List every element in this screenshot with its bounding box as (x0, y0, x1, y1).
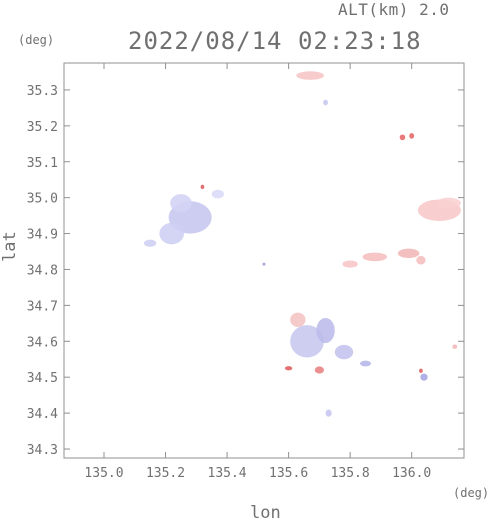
altitude-label: ALT(km) 2.0 (338, 0, 450, 19)
y-tick-label: 35.2 (27, 120, 58, 135)
y-tick-label: 34.3 (27, 443, 58, 458)
echo-blob (342, 260, 358, 268)
echo-blob (399, 134, 406, 141)
echo-blob (334, 344, 354, 360)
echo-blob (360, 360, 372, 367)
y-tick-label: 34.8 (27, 263, 58, 278)
echo-blob (211, 189, 225, 199)
y-tick-label: 34.9 (27, 228, 58, 243)
echo-blob (409, 133, 415, 139)
echo-blob (397, 248, 420, 258)
echo-blob (419, 368, 423, 373)
echo-layer (144, 71, 461, 417)
echo-blob (200, 184, 205, 190)
echo-blob (284, 366, 293, 371)
echo-blob (262, 262, 266, 266)
y-tick-label: 35.0 (27, 192, 58, 207)
echo-blob (159, 222, 184, 245)
echo-blob (420, 373, 428, 381)
y-tick-label: 35.1 (27, 156, 58, 171)
echo-blob (290, 325, 325, 358)
echo-blob (144, 239, 157, 247)
x-ticks: 135.0 135.2 135.4 135.6 135.8 136.0 (84, 63, 431, 481)
echo-blob (325, 409, 332, 417)
echo-blob (170, 194, 192, 213)
y-unit-label: (deg) (18, 33, 55, 47)
x-tick-label: 135.2 (146, 466, 185, 481)
y-tick-label: 34.4 (27, 407, 58, 422)
echo-blob (452, 344, 458, 349)
y-ticks: 34.3 34.4 34.5 34.6 34.7 34.8 34.9 35.0 35.1 35.2… (27, 84, 464, 458)
x-tick-label: 136.0 (392, 466, 431, 481)
y-tick-label: 34.6 (27, 335, 58, 350)
x-unit-label: (deg) (453, 486, 490, 500)
datetime-label: 2022/08/14 02:23:18 (128, 27, 422, 55)
y-tick-label: 34.7 (27, 299, 58, 314)
y-tick-label: 35.3 (27, 84, 58, 99)
echo-blob (296, 71, 324, 80)
x-tick-label: 135.6 (269, 466, 308, 481)
echo-blob (362, 252, 388, 262)
x-tick-label: 135.0 (84, 466, 123, 481)
plot-frame (63, 62, 465, 459)
echo-blob (436, 197, 461, 209)
echo-blob (290, 312, 306, 327)
y-tick-label: 34.5 (27, 371, 58, 386)
x-axis-label: lon (250, 503, 281, 523)
echo-blob (416, 255, 426, 265)
echo-blob (314, 366, 324, 374)
x-tick-label: 135.4 (208, 466, 247, 481)
echo-blob (323, 99, 328, 106)
echo-blob (316, 317, 335, 344)
x-tick-label: 135.8 (331, 466, 370, 481)
